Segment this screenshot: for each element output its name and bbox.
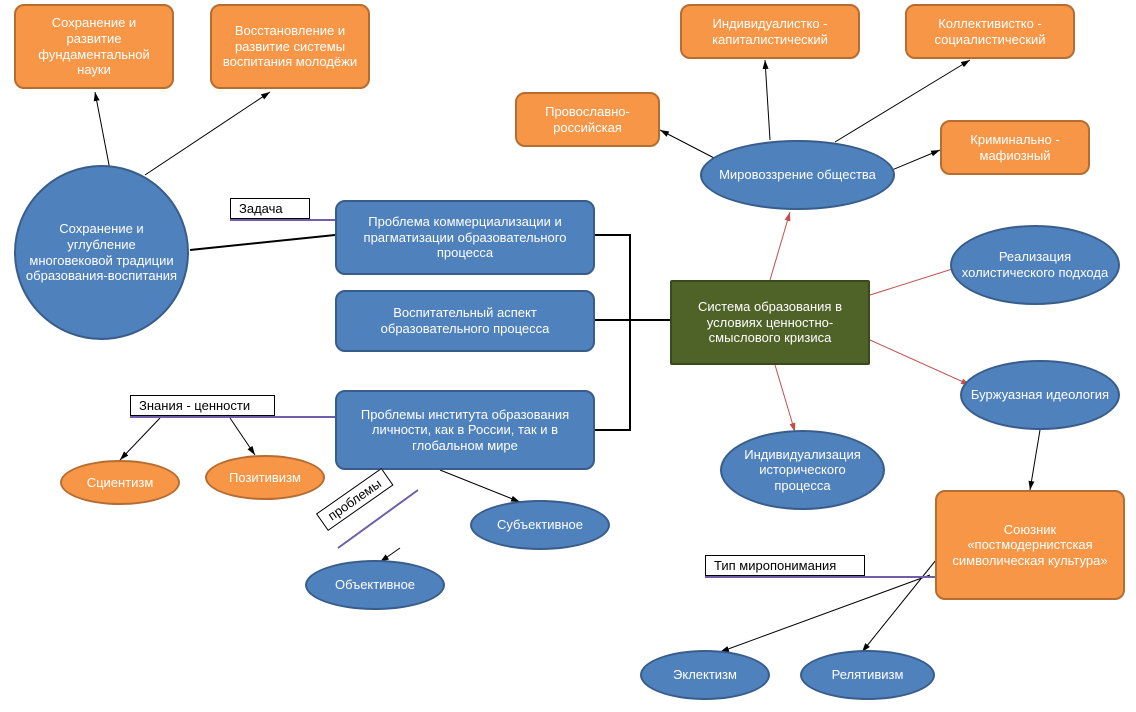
node-n_indiv_hist: Индивидуализация исторического процесса	[720, 430, 885, 510]
node-n_coll_soc: Коллективистко - социалистический	[905, 4, 1075, 59]
node-text: Эклектизм	[673, 667, 737, 683]
node-text: Сохранение и углубление многовековой тра…	[24, 221, 179, 283]
node-text: Криминально - мафиозный	[950, 132, 1080, 163]
node-n_burzh: Буржуазная идеология	[960, 360, 1120, 430]
node-n_pravoslav: Провославно-российская	[515, 92, 660, 147]
node-text: Индивидуализация исторического процесса	[730, 447, 875, 494]
label-text: проблемы	[325, 476, 384, 524]
node-text: Релятивизм	[832, 667, 904, 683]
label-text: Задача	[239, 201, 283, 216]
node-n_eclectism: Эклектизм	[640, 650, 770, 700]
node-n_objective: Объективное	[305, 560, 445, 610]
label-text: Знания - ценности	[139, 398, 250, 413]
node-n_criminal: Криминально - мафиозный	[940, 120, 1090, 175]
node-text: Позитивизм	[229, 470, 301, 486]
node-n_system: Система образования в условиях ценностно…	[670, 280, 870, 365]
node-n_holistic: Реализация холистического подхода	[950, 225, 1120, 305]
node-n_positivism: Позитивизм	[205, 455, 325, 500]
node-text: Индивидуалистко - капиталистический	[690, 16, 850, 47]
node-text: Реализация холистического подхода	[960, 249, 1110, 280]
label-l_task: Задача	[230, 198, 310, 219]
node-text: Буржуазная идеология	[971, 387, 1109, 403]
node-n_worldview: Мировоззрение общества	[700, 140, 895, 210]
node-n_indiv_cap: Индивидуалистко - капиталистический	[680, 4, 860, 59]
node-n_youth: Восстановление и развитие системы воспит…	[210, 4, 370, 89]
label-l_knowledge: Знания - ценности	[130, 395, 275, 416]
node-text: Провославно-российская	[525, 104, 650, 135]
node-text: Коллективистко - социалистический	[915, 16, 1065, 47]
node-text: Субъективное	[497, 517, 583, 533]
node-text: Мировоззрение общества	[719, 167, 876, 183]
node-text: Сохранение и развитие фундаментальной на…	[24, 15, 164, 77]
label-l_problems: проблемы	[316, 468, 394, 531]
node-n_tradition: Сохранение и углубление многовековой тра…	[14, 165, 189, 340]
node-n_scientism: Сциентизм	[60, 460, 180, 505]
node-text: Проблема коммерциализации и прагматизаци…	[345, 214, 585, 261]
node-text: Проблемы института образования личности,…	[345, 407, 585, 454]
node-text: Система образования в условиях ценностно…	[680, 299, 860, 346]
node-text: Объективное	[335, 577, 415, 593]
node-text: Восстановление и развитие системы воспит…	[220, 23, 360, 70]
label-text: Тип миропонимания	[714, 558, 836, 573]
node-text: Союзник «постмодернистская символическая…	[945, 522, 1115, 569]
node-n_problem1: Проблема коммерциализации и прагматизаци…	[335, 200, 595, 275]
node-text: Воспитательный аспект образовательного п…	[345, 305, 585, 336]
node-n_postmodern: Союзник «постмодернистская символическая…	[935, 490, 1125, 600]
label-l_worldtype: Тип миропонимания	[705, 555, 865, 576]
node-n_science: Сохранение и развитие фундаментальной на…	[14, 4, 174, 89]
node-n_problem3: Проблемы института образования личности,…	[335, 390, 595, 470]
node-n_subjective: Субъективное	[470, 500, 610, 550]
node-n_problem2: Воспитательный аспект образовательного п…	[335, 290, 595, 352]
node-text: Сциентизм	[87, 475, 154, 491]
diagram-container: Сохранение и развитие фундаментальной на…	[0, 0, 1136, 712]
node-n_relativism: Релятивизм	[800, 650, 935, 700]
